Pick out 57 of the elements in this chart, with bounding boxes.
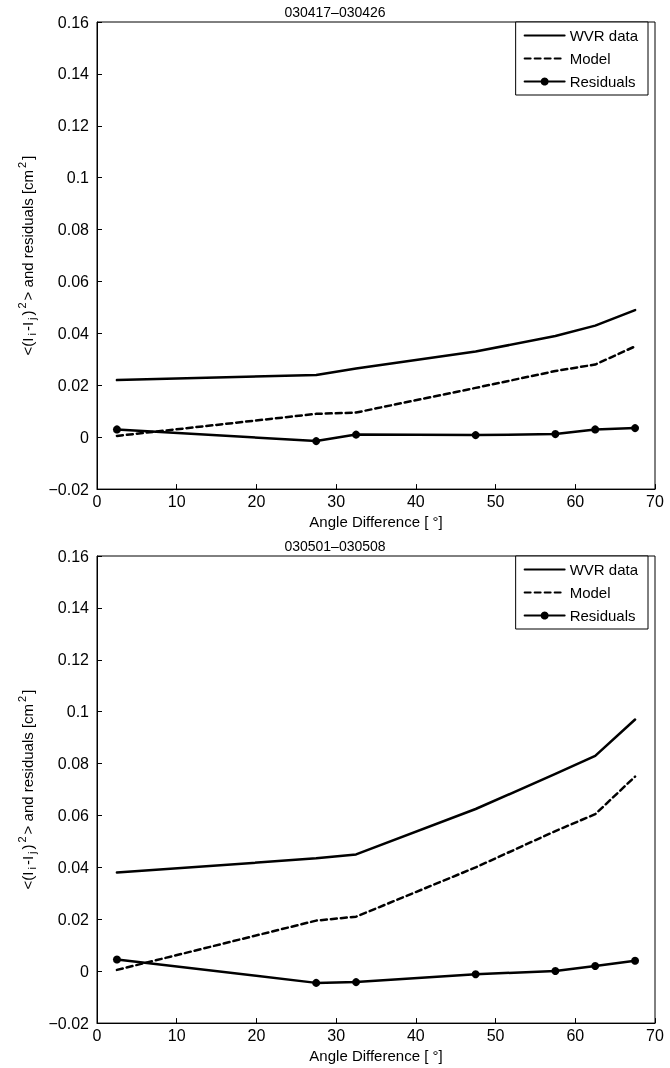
x-tick-label: 20 (247, 1026, 266, 1044)
x-tick-label: 50 (486, 492, 505, 510)
x-tick-label: 20 (247, 492, 266, 510)
y-tick-label: 0.12 (57, 117, 90, 135)
y-tick-label: 0.04 (57, 324, 90, 342)
y-tick-label: 0.1 (66, 703, 90, 721)
y-tick-label: 0.04 (57, 858, 90, 876)
chart-title: 030501–030508 (284, 538, 386, 554)
x-tick-label: 40 (406, 1026, 425, 1044)
line-series (115, 718, 637, 874)
y-tick-label: 0.1 (66, 169, 90, 187)
legend-label: Residuals (569, 607, 636, 624)
text: <(Ii-Ij)2> and residuals [cm2] (16, 689, 39, 890)
y-tick-label: 0 (80, 962, 90, 980)
legend-label: WVR data (569, 561, 639, 578)
chart-title: 030417–030426 (284, 4, 386, 20)
x-tick-label: 10 (167, 492, 186, 510)
y-tick-label: 0.02 (57, 376, 90, 394)
point (471, 970, 480, 979)
legend-label: Residuals (569, 73, 636, 90)
line-series (115, 308, 637, 382)
x-tick-label: 60 (566, 1026, 585, 1044)
x-tick-label: 40 (406, 492, 425, 510)
y-tick-label: −0.02 (48, 1014, 90, 1032)
point (551, 966, 560, 975)
legend-label: Model (569, 50, 611, 67)
x-tick-label: 0 (92, 492, 102, 510)
x-tick-label: 0 (92, 1026, 102, 1044)
point (631, 956, 640, 965)
x-axis-title: Angle Difference [ °] (309, 513, 443, 530)
y-tick-label: 0.06 (57, 273, 90, 290)
x-tick-label: 70 (646, 492, 664, 510)
y-tick-label: 0.08 (57, 221, 90, 239)
x-tick-label: 70 (646, 1026, 664, 1044)
y-tick-label: −0.02 (48, 480, 90, 498)
y-tick-label: 0.16 (57, 547, 90, 565)
x-tick-label: 30 (327, 1026, 346, 1044)
y-tick-label: 0.14 (57, 599, 90, 617)
y-tick-label: 0.02 (57, 910, 90, 928)
x-axis-title: Angle Difference [ °] (309, 1047, 443, 1064)
point (352, 978, 361, 987)
x-tick-label: 60 (566, 492, 585, 510)
y-tick-label: 0.12 (57, 651, 90, 669)
y-tick-label: 0.08 (57, 755, 90, 773)
legend-label: WVR data (569, 27, 639, 44)
x-tick-label: 30 (327, 492, 346, 510)
legend-label: Model (569, 584, 611, 601)
x-tick-label: 50 (486, 1026, 505, 1044)
text: <(Ii-Ij)2> and residuals [cm2] (16, 155, 39, 356)
y-tick-label: 0 (80, 428, 90, 446)
y-tick-label: 0.06 (57, 807, 90, 824)
point (112, 955, 121, 964)
y-tick-label: 0.14 (57, 65, 90, 83)
y-tick-label: 0.16 (57, 13, 90, 31)
x-tick-label: 10 (167, 1026, 186, 1044)
point (591, 962, 600, 971)
point (312, 978, 321, 987)
